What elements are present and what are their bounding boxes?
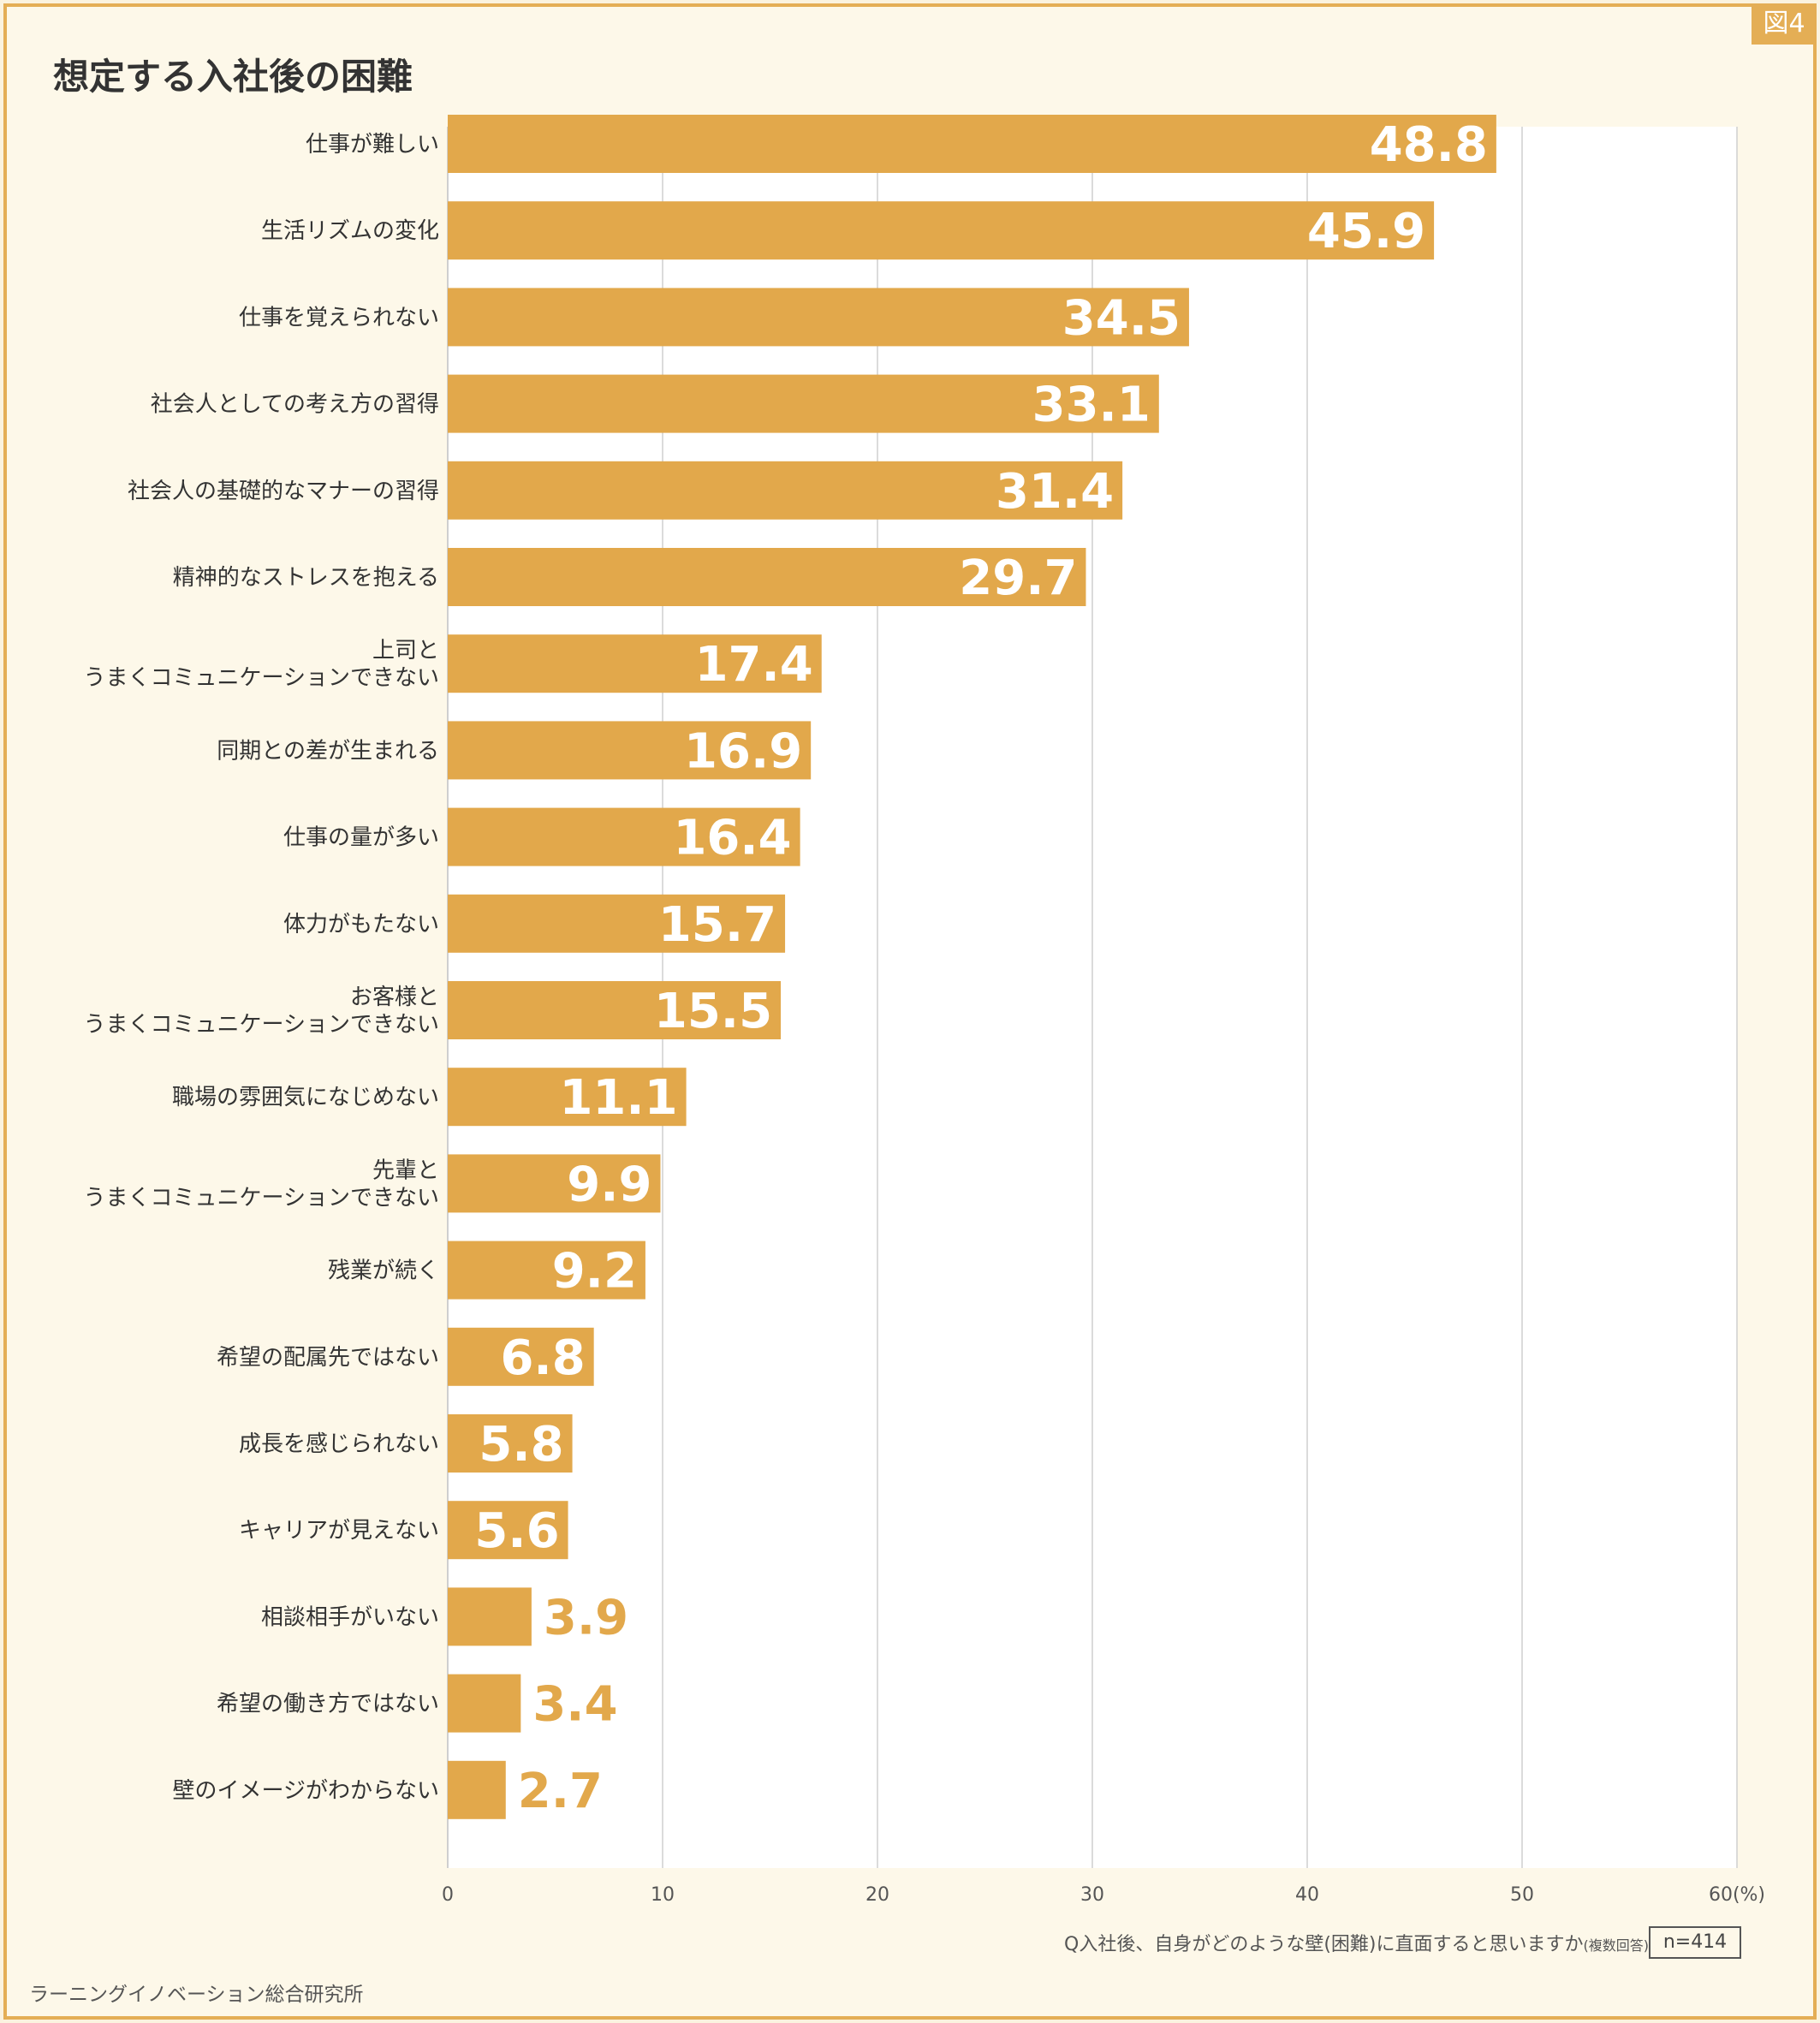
bar-value-label: 16.9: [684, 723, 802, 779]
figure-tag: 図4: [1752, 3, 1817, 45]
bar-value-label: 31.4: [996, 464, 1114, 520]
bar: [448, 1501, 568, 1560]
bar-value-label: 48.8: [1370, 117, 1488, 173]
category-label: 職場の雰囲気になじめない: [172, 1085, 439, 1110]
bar: [448, 1068, 687, 1127]
bar: [448, 1414, 573, 1473]
bar-value-label: 9.2: [552, 1244, 637, 1300]
x-tick-label: 10: [651, 1884, 675, 1906]
bar: [448, 981, 782, 1039]
bar-value-label: 34.5: [1062, 290, 1181, 346]
bar-value-label: 29.7: [959, 550, 1077, 606]
category-label: 上司と: [372, 638, 439, 663]
bar-value-label: 45.9: [1307, 204, 1425, 259]
bar-value-label: 15.7: [658, 897, 776, 953]
question-note: (複数回答): [1583, 1937, 1650, 1954]
category-label: 仕事が難しい: [306, 132, 439, 158]
bar: [448, 1760, 506, 1819]
category-label: 希望の配属先ではない: [217, 1345, 439, 1371]
x-tick-label: 40: [1295, 1884, 1319, 1906]
survey-question: Q入社後、自身がどのような壁(困難)に直面すると思いますか(複数回答): [1064, 1929, 1649, 1956]
bar-value-label: 3.4: [532, 1677, 617, 1733]
bar: [448, 1587, 532, 1646]
category-label: 希望の働き方ではない: [217, 1692, 439, 1717]
category-label: 同期との差が生まれる: [217, 738, 439, 764]
bar-value-label: 9.9: [567, 1157, 651, 1212]
bar: [448, 1241, 645, 1300]
bar: [448, 807, 800, 866]
category-label: 先輩と: [372, 1157, 439, 1183]
category-label: 成長を感じられない: [239, 1431, 439, 1457]
category-label: 仕事の量が多い: [283, 825, 439, 851]
category-label: 生活リズムの変化: [261, 218, 439, 244]
bar-value-label: 6.8: [500, 1330, 585, 1386]
category-label: 社会人としての考え方の習得: [151, 392, 439, 418]
bar: [448, 1154, 661, 1213]
bar: [448, 201, 1435, 260]
category-label: 社会人の基礎的なマナーの習得: [128, 479, 439, 504]
bar: [448, 461, 1123, 520]
bar-value-label: 33.1: [1032, 378, 1151, 433]
category-label: うまくコミュニケーションできない: [84, 1185, 439, 1211]
bar-value-label: 16.4: [673, 811, 791, 866]
category-label: 相談相手がいない: [261, 1604, 439, 1630]
x-tick-label: 20: [865, 1884, 889, 1906]
sample-size-box: n=414: [1649, 1926, 1741, 1959]
source-credit: ラーニングイノベーション総合研究所: [29, 1984, 364, 2006]
bar-value-label: 2.7: [518, 1764, 603, 1819]
category-label: 壁のイメージがわからない: [173, 1778, 439, 1804]
x-tick-label: 30: [1080, 1884, 1104, 1906]
category-label: 仕事を覚えられない: [239, 305, 439, 330]
category-label: キャリアが見えない: [239, 1518, 439, 1544]
bar-value-label: 5.8: [479, 1417, 563, 1473]
bar-value-label: 17.4: [695, 637, 813, 693]
category-label: 体力がもたない: [283, 912, 439, 937]
category-label: 残業が続く: [328, 1258, 439, 1284]
bar: [448, 1674, 521, 1733]
bar: [448, 374, 1159, 433]
bar: [448, 634, 822, 693]
bar-value-label: 3.9: [544, 1590, 628, 1645]
category-label: お客様と: [350, 985, 439, 1010]
category-label: うまくコミュニケーションできない: [84, 665, 439, 691]
bar-value-label: 15.5: [654, 984, 772, 1039]
x-tick-label: 0: [442, 1884, 454, 1906]
category-label: 精神的なストレスを抱える: [173, 565, 439, 591]
question-text: Q入社後、自身がどのような壁(困難)に直面すると思いますか: [1064, 1934, 1584, 1955]
bar: [448, 721, 812, 780]
bar-value-label: 11.1: [559, 1070, 677, 1126]
x-tick-label: 50: [1510, 1884, 1534, 1906]
bar-value-label: 5.6: [474, 1503, 559, 1559]
bar: [448, 1327, 594, 1386]
bar: [448, 894, 786, 953]
bar: [448, 288, 1189, 347]
bar: [448, 548, 1086, 606]
bar: [448, 115, 1496, 173]
chart-title: 想定する入社後の困難: [53, 56, 413, 98]
category-label: うまくコミュニケーションできない: [84, 1012, 439, 1038]
x-tick-label: 60(%): [1709, 1884, 1765, 1906]
